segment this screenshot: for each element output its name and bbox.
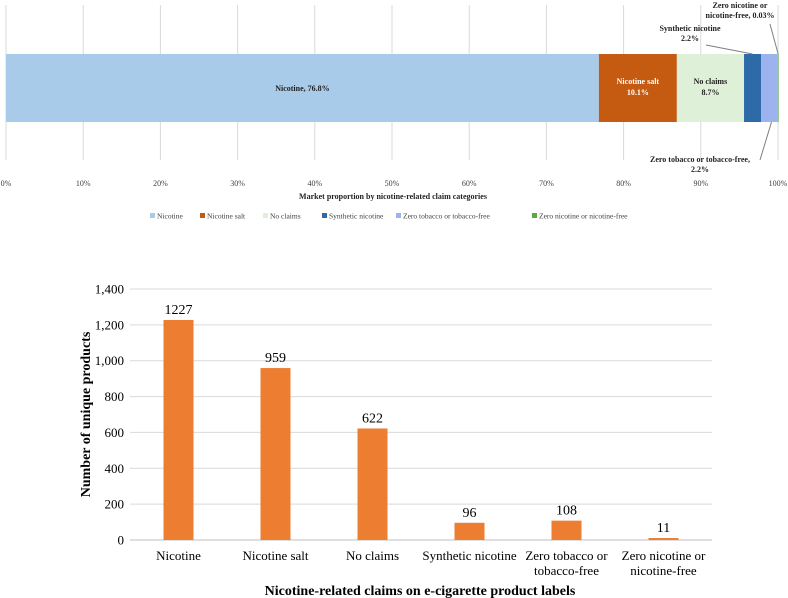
legend-label: Zero nicotine or nicotine-free [539,212,628,221]
y-tick-label: 200 [105,497,125,512]
data-label: 959 [265,351,286,366]
y-axis-title: Number of unique products [79,331,94,497]
bar [454,522,485,540]
x-tick-label: 50% [385,179,400,188]
data-label: 11 [657,521,670,536]
legend-swatch [200,213,205,218]
data-label: 1227 [165,303,193,318]
leader-line [759,121,772,161]
x-tick-label: Nicotine salt [242,548,308,563]
y-tick-label: 600 [105,425,125,440]
legend-swatch [263,213,268,218]
y-tick-label: 0 [118,533,125,548]
y-tick-label: 1,400 [95,282,124,297]
data-label: Zero nicotine or nicotine-free, 0.03% [706,1,775,20]
bar [163,320,194,540]
x-axis-title: Market proportion by nicotine-related cl… [299,192,487,201]
bar-segment [598,54,677,122]
leader-line [705,44,753,55]
x-tick-label: Nicotine [156,548,201,563]
data-label: 96 [463,506,477,521]
y-tick-label: 1,000 [95,353,124,368]
data-label: 622 [362,411,383,426]
bar [260,368,291,540]
bar-segment [778,54,779,122]
bar-segment [676,54,745,122]
bar-segment [6,54,599,122]
x-tick-label: 10% [76,179,91,188]
leader-line [769,23,779,55]
data-label: Nicotine salt 10.1% [617,77,660,97]
legend-label: Synthetic nicotine [329,212,384,221]
legend-label: Nicotine salt [207,212,246,221]
legend-label: Zero tobacco or tobacco-free [403,212,490,221]
legend-swatch [322,213,327,218]
y-tick-label: 400 [105,461,125,476]
x-axis-title: Nicotine-related claims on e-cigarette p… [265,584,576,598]
x-tick-label: 80% [616,179,631,188]
data-label: No claims 8.7% [694,77,728,97]
legend-label: Nicotine [157,212,183,221]
bar-segment [744,54,762,122]
x-tick-label: 20% [153,179,168,188]
x-tick-label: 0% [1,179,12,188]
data-label: Zero tobacco or tobacco-free, 2.2% [650,155,750,174]
x-tick-label: Zero tobacco or tobacco-free [525,548,608,578]
data-label: 108 [556,504,577,519]
legend-swatch [396,213,401,218]
data-label: Nicotine, 76.8% [275,84,329,93]
bar [551,520,582,540]
legend-swatch [532,213,537,218]
legend-swatch [150,213,155,218]
x-tick-label: 30% [230,179,245,188]
x-tick-label: Synthetic nicotine [422,548,516,563]
y-tick-label: 1,200 [95,317,124,332]
x-tick-label: No claims [346,548,399,563]
x-tick-label: Zero nicotine or nicotine-free [622,548,706,578]
bar [648,538,679,540]
y-tick-label: 800 [105,389,125,404]
x-tick-label: 90% [693,179,708,188]
x-tick-label: 40% [307,179,322,188]
data-label: Synthetic nicotine 2.2% [659,24,721,43]
x-tick-label: 70% [539,179,554,188]
x-tick-label: 100% [769,179,788,188]
stacked-bar-chart: 0% 10% 20% 30% 40% 50% 60% 70% 80% 90% 100% Nicotin… [1,1,788,221]
bar-segment [761,54,778,122]
x-tick-label: 60% [462,179,477,188]
legend-label: No claims [270,212,301,221]
column-chart: 0 200 400 600 800 1,000 1,200 1,400 1227 Nicotine… [79,282,712,598]
bar [357,428,388,540]
